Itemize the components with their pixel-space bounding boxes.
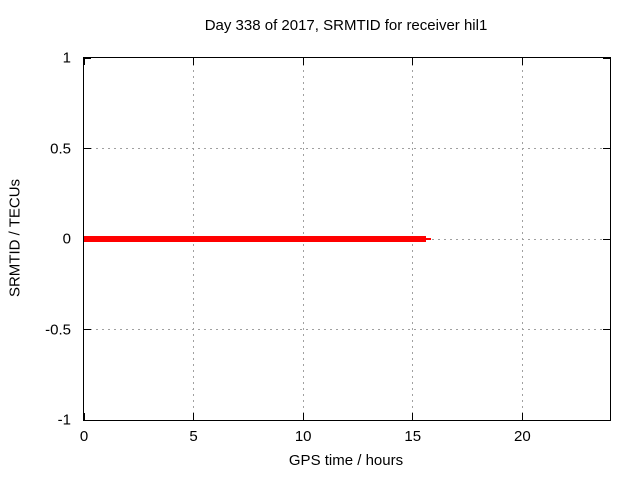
y-tick-mark [84,57,91,59]
x-tick-mark [412,58,414,65]
x-tick-mark [193,413,195,420]
x-tick-label: 15 [404,428,422,445]
x-tick-mark [302,413,304,420]
y-tick-mark [603,238,610,240]
y-tick-mark [603,329,610,330]
x-tick-label: 10 [294,428,312,445]
y-tick-mark [84,329,91,330]
y-tick-mark [84,148,91,149]
x-tick-label: 5 [189,428,198,445]
plot-area: 0 5 10 15 20 1 0.5 0 -0.5 -1 [45,50,611,445]
series-line-srmtid [425,238,432,240]
x-axis-label: GPS time / hours [288,452,404,469]
y-tick-mark [84,419,91,421]
x-tick-mark [83,58,85,65]
y-tick-label: -1 [57,411,71,429]
x-tick-label: 0 [79,428,89,445]
y-tick-label: 0.5 [50,140,71,157]
x-tick-mark [521,413,523,420]
y-tick-label: 0 [62,230,71,248]
y-tick-label: 1 [62,49,71,67]
y-tick-mark [603,57,610,59]
y-axis-label: SRMTID / TECUs [6,178,24,298]
y-tick-label: -0.5 [45,321,71,338]
x-tick-mark [302,58,304,65]
series-line-srmtid [84,236,426,242]
x-tick-mark [412,413,414,420]
x-tick-mark [521,58,523,65]
y-tick-mark [603,419,610,421]
x-tick-mark [83,413,85,420]
x-tick-label: 20 [513,428,531,445]
y-gridline [84,329,610,330]
chart-title: Day 338 of 2017, SRMTID for receiver hil… [204,17,488,34]
y-tick-mark [603,148,610,149]
y-gridline [84,148,610,149]
x-tick-mark [193,58,195,65]
